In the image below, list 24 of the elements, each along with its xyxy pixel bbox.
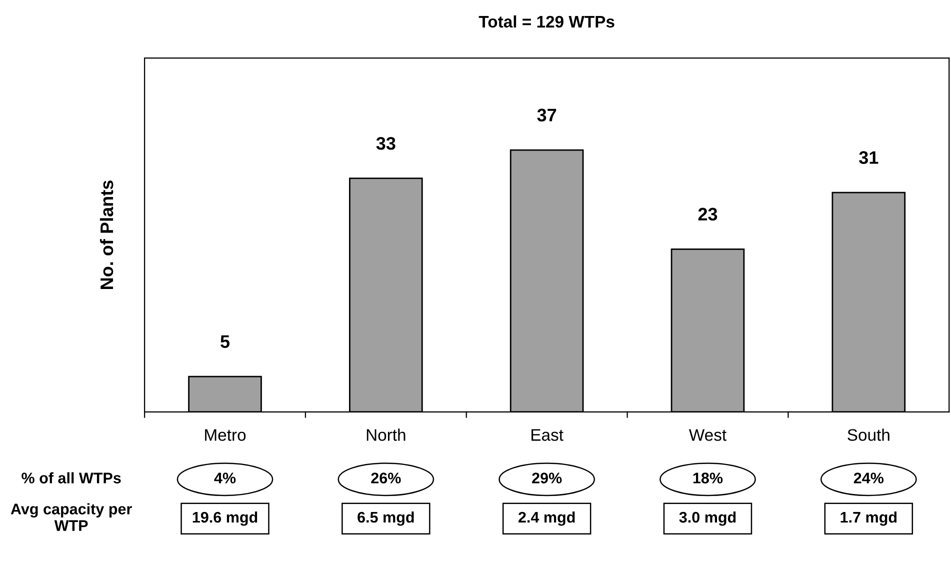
data-label: 37	[537, 108, 556, 122]
text: 26%	[371, 472, 401, 484]
text: % of all WTPs	[22, 472, 121, 484]
x-tick-label: North	[366, 428, 406, 441]
y-axis-title: No. of Plants	[100, 180, 114, 289]
text: 3.0 mgd	[679, 511, 736, 526]
text: 6.5 mgd	[358, 511, 414, 526]
text: 2.4 mgd	[518, 511, 575, 526]
x-tick-label: South	[848, 428, 890, 441]
text: Avg capacity per WTP	[10, 503, 132, 531]
x-tick-label: West	[688, 429, 726, 441]
x-tick-label: Metro	[205, 429, 246, 441]
x-tick-label: East	[532, 429, 564, 441]
data-label: 5	[220, 335, 230, 348]
data-label: 23	[698, 208, 718, 221]
data-label: 33	[376, 137, 396, 150]
text: 19.6 mgd	[192, 511, 258, 526]
data-label: 31	[859, 151, 878, 164]
chart-title: Total = 129 WTPs	[478, 15, 614, 28]
text: 18%	[693, 472, 723, 484]
text: 4%	[214, 472, 236, 484]
text: 24%	[854, 472, 884, 484]
text: 29%	[532, 472, 562, 484]
text: 1.7 mgd	[840, 511, 897, 526]
